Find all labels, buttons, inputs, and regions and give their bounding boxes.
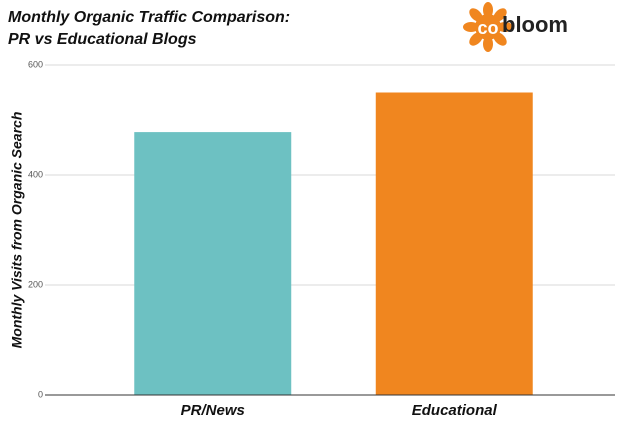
logo-text: bloom — [502, 12, 568, 37]
y-tick-label: 600 — [28, 59, 43, 69]
chart-title: Monthly Organic Traffic Comparison: — [8, 9, 290, 26]
x-tick-label: PR/News — [181, 402, 245, 419]
y-tick-label: 400 — [28, 169, 43, 179]
x-tick-label: Educational — [412, 402, 498, 419]
logo-mark: co — [477, 18, 498, 38]
y-tick-label: 200 — [28, 279, 43, 289]
y-axis-label: Monthly Visits from Organic Search — [9, 112, 25, 349]
bar — [375, 92, 533, 395]
y-tick-label: 0 — [38, 389, 43, 399]
logo: co bloom — [463, 2, 568, 52]
chart-subtitle: PR vs Educational Blogs — [8, 31, 197, 48]
bar — [134, 132, 292, 395]
